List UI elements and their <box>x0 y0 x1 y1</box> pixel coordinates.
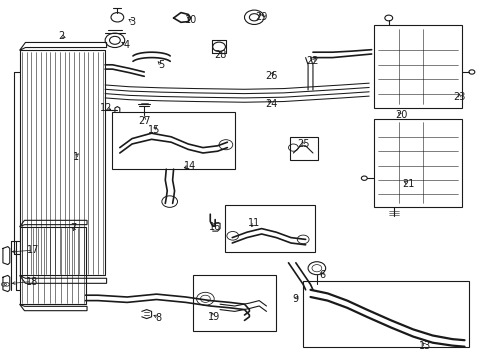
Text: 3: 3 <box>129 17 135 27</box>
Bar <box>224 205 315 252</box>
Bar <box>20 50 105 275</box>
Text: 2: 2 <box>58 31 64 41</box>
Text: 25: 25 <box>296 139 309 149</box>
Text: 27: 27 <box>138 116 150 126</box>
Text: 24: 24 <box>264 99 277 109</box>
Text: 28: 28 <box>213 50 226 60</box>
Text: 14: 14 <box>183 161 196 171</box>
Bar <box>303 281 468 347</box>
Text: 1: 1 <box>73 152 79 162</box>
Text: 17: 17 <box>27 245 40 255</box>
Text: 4: 4 <box>123 40 129 50</box>
Text: 7: 7 <box>70 222 76 233</box>
Text: 15: 15 <box>147 125 160 135</box>
Bar <box>373 25 461 108</box>
Bar <box>373 119 461 207</box>
Polygon shape <box>20 220 87 227</box>
Bar <box>193 275 276 331</box>
Bar <box>112 112 234 169</box>
Bar <box>289 137 317 160</box>
Text: 8: 8 <box>156 312 162 323</box>
Text: 19: 19 <box>207 312 220 322</box>
Polygon shape <box>20 304 87 311</box>
Text: 11: 11 <box>247 218 260 228</box>
Polygon shape <box>20 275 106 283</box>
Bar <box>20 227 85 304</box>
Text: 16: 16 <box>208 222 221 232</box>
Text: 10: 10 <box>184 15 197 25</box>
Polygon shape <box>20 42 106 50</box>
Text: 20: 20 <box>394 110 407 120</box>
Text: 5: 5 <box>158 60 164 70</box>
Text: 18: 18 <box>25 276 38 287</box>
Text: 9: 9 <box>292 294 298 304</box>
Text: 12: 12 <box>100 103 113 113</box>
Text: 22: 22 <box>306 56 319 66</box>
Text: 13: 13 <box>418 341 431 351</box>
Text: 23: 23 <box>452 92 465 102</box>
Text: 29: 29 <box>255 12 267 22</box>
Text: 26: 26 <box>264 71 277 81</box>
Text: 21: 21 <box>401 179 414 189</box>
Text: 6: 6 <box>319 270 325 280</box>
